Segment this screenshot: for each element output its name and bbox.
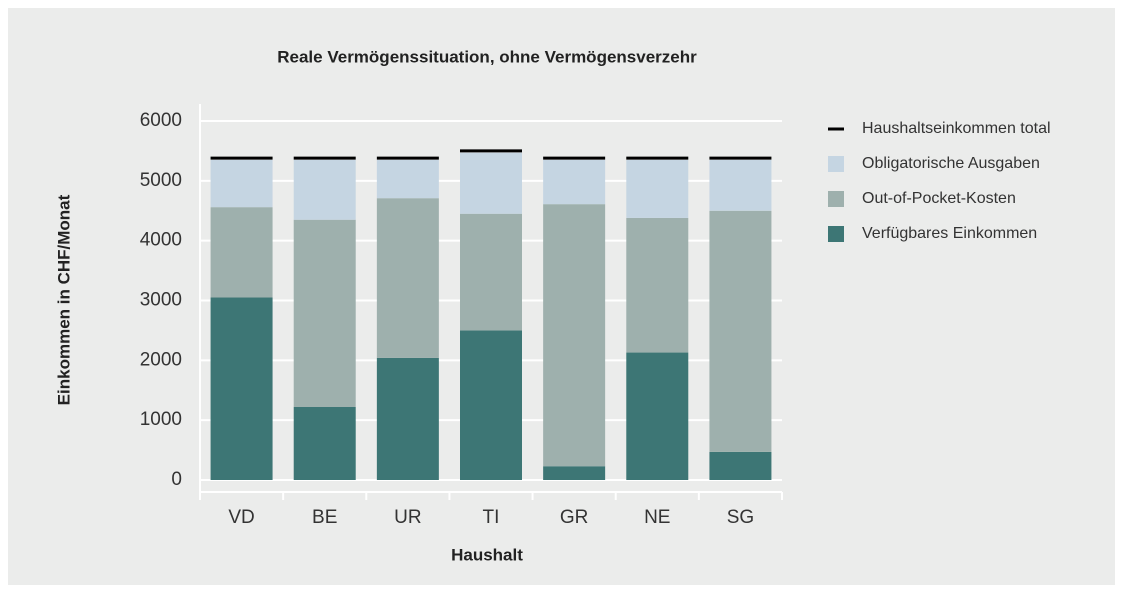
bar-segment: [293, 219, 356, 408]
bar-segment: [626, 352, 689, 480]
y-tick-label: 5000: [140, 170, 182, 191]
x-axis-label: Haushalt: [451, 545, 523, 564]
bar-segment: [293, 159, 356, 220]
y-tick-label: 0: [171, 469, 182, 490]
bar-segment: [210, 159, 273, 208]
bar-segment: [709, 451, 772, 480]
bar-segment: [460, 152, 522, 214]
bar-segment: [543, 204, 606, 467]
x-tick-label: GR: [560, 507, 589, 528]
legend-label: Obligatorische Ausgaben: [862, 155, 1040, 172]
bar-segment: [293, 407, 356, 480]
y-tick-label: 2000: [140, 349, 182, 370]
legend-swatch: [828, 226, 844, 242]
x-tick-label: BE: [312, 507, 337, 528]
bar-segment: [543, 159, 606, 205]
y-tick-label: 6000: [140, 110, 182, 131]
x-tick-label: NE: [644, 507, 670, 528]
bar-segment: [460, 330, 522, 480]
chart-title: Reale Vermögenssituation, ohne Vermögens…: [277, 47, 697, 66]
y-tick-label: 4000: [140, 230, 182, 251]
bar-segment: [543, 466, 606, 480]
y-tick-label: 1000: [140, 409, 182, 430]
bar-segment: [626, 217, 689, 353]
x-tick-label: TI: [483, 507, 500, 528]
bar-segment: [210, 297, 273, 480]
bar-segment: [460, 213, 522, 331]
x-tick-label: VD: [228, 507, 254, 528]
legend-swatch: [828, 191, 844, 207]
bar-segment: [210, 207, 273, 298]
bar-segment: [376, 198, 439, 358]
y-tick-label: 3000: [140, 290, 182, 311]
bar-segment: [709, 159, 772, 211]
legend-label: Out-of-Pocket-Kosten: [862, 190, 1016, 207]
bar-segment: [376, 159, 439, 199]
x-tick-label: SG: [727, 507, 754, 528]
x-tick-label: UR: [394, 507, 421, 528]
legend-swatch: [828, 156, 844, 172]
bar-segment: [626, 159, 689, 218]
bar-segment: [376, 357, 439, 480]
y-axis-label: Einkommen in CHF/Monat: [54, 194, 73, 405]
legend-label: Haushaltseinkommen total: [862, 120, 1051, 137]
bar-segment: [709, 210, 772, 452]
legend-label: Verfügbares Einkommen: [862, 225, 1037, 242]
